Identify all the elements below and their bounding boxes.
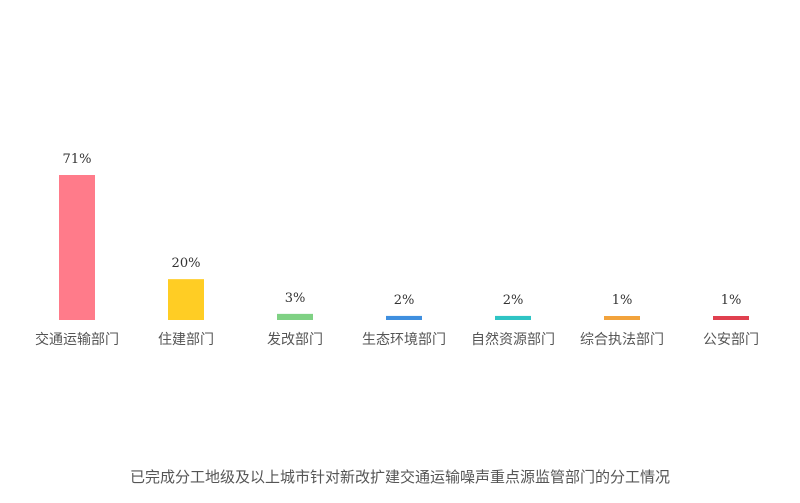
category-label-6: 综合执法部门	[580, 332, 664, 348]
bar-5	[495, 315, 531, 320]
bar-4	[386, 315, 422, 320]
data-label-6: 1%	[612, 293, 633, 308]
bar-7	[713, 316, 749, 320]
data-label-7: 1%	[721, 293, 742, 308]
bar-1	[59, 175, 95, 320]
data-label-1: 71%	[63, 152, 92, 167]
data-label-5: 2%	[503, 293, 524, 308]
data-label-3: 3%	[285, 291, 306, 306]
category-label-7: 公安部门	[703, 332, 759, 348]
category-label-4: 生态环境部门	[362, 332, 446, 348]
bar-6	[604, 316, 640, 320]
bar-3	[277, 313, 313, 320]
category-label-2: 住建部门	[158, 332, 214, 348]
data-label-2: 20%	[172, 256, 201, 271]
bar-2	[168, 279, 204, 320]
data-label-4: 2%	[394, 293, 415, 308]
category-label-1: 交通运输部门	[35, 331, 119, 348]
category-label-5: 自然资源部门	[471, 331, 555, 348]
chart-caption: 已完成分工地级及以上城市针对新改扩建交通运输噪声重点源监管部门的分工情况	[129, 468, 670, 486]
category-label-3: 发改部门	[267, 332, 323, 348]
bar-chart: 71% 交通运输部门 20% 住建部门 3% 发改部门 2% 生态环境部门 2% 自然资源部门 1%…	[35, 152, 759, 348]
